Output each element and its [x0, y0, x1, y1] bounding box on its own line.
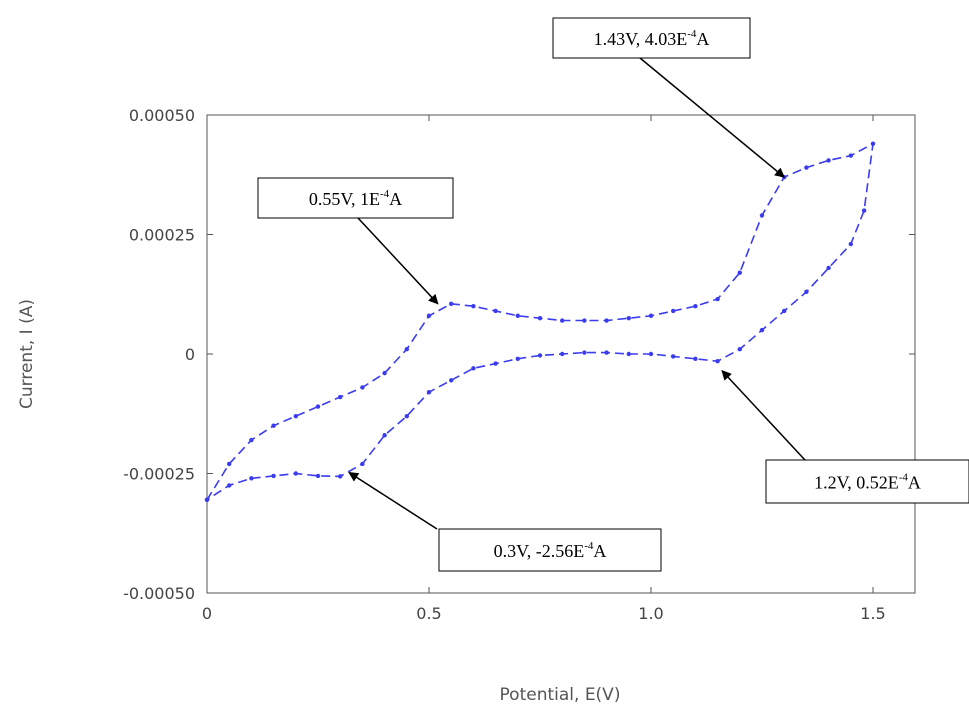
data-point: [449, 378, 454, 383]
data-point: [671, 354, 676, 359]
x-tick-label: 0.5: [416, 604, 441, 623]
data-point: [449, 301, 454, 307]
y-tick-label: 0: [185, 345, 195, 364]
series-line: [206, 142, 874, 501]
y-tick-label: 0.00025: [129, 226, 195, 245]
annotation-1: 1.43V, 4.03E-4A: [552, 17, 785, 178]
data-point: [382, 370, 387, 376]
annotation-arrow: [357, 217, 439, 305]
data-point: [715, 296, 720, 302]
annotation-arrow: [348, 471, 438, 530]
data-point: [861, 208, 867, 213]
annotation-box: [765, 459, 969, 504]
data-point: [737, 347, 742, 352]
data-point: [537, 315, 543, 321]
annotation-3: 1.2V, 0.52E-4A: [721, 369, 969, 504]
data-point: [404, 413, 409, 419]
data-point: [693, 304, 698, 309]
y-tick-label: -0.00050: [123, 584, 195, 603]
data-series: [204, 141, 876, 502]
annotation-label: 0.3V, -2.56E-4A: [494, 540, 607, 561]
annotation-arrow: [721, 369, 806, 461]
data-point: [315, 404, 321, 409]
data-point: [360, 385, 365, 390]
data-point: [382, 433, 387, 438]
axis-ticks: 0 0.5 1.0 1.5 0.00050 0.00025 0 -0.00025 -0.0005…: [123, 106, 915, 623]
annotation-box: [438, 528, 662, 572]
data-point: [249, 437, 254, 443]
data-point: [626, 315, 631, 321]
data-point: [293, 471, 298, 476]
data-point: [537, 353, 543, 358]
data-point: [515, 356, 520, 361]
annotation-label: 1.43V, 4.03E-4A: [594, 28, 710, 49]
data-point: [271, 473, 276, 479]
data-point: [782, 308, 787, 314]
data-point: [759, 327, 765, 333]
data-point: [271, 423, 276, 428]
data-point: [560, 318, 565, 323]
data-point: [737, 270, 742, 275]
data-point: [604, 318, 609, 323]
annotation-box: [552, 17, 751, 59]
annotation-label: 1.2V, 0.52E-4A: [814, 472, 921, 493]
x-axis-title: Potential, E(V): [500, 685, 621, 705]
data-point: [293, 413, 298, 419]
data-point: [493, 308, 498, 314]
data-point: [604, 350, 609, 355]
y-axis-title: Current, I (A): [17, 299, 37, 409]
data-point: [338, 474, 343, 479]
data-point: [471, 304, 476, 309]
data-point: [360, 461, 365, 467]
data-point: [671, 308, 676, 314]
data-point: [804, 289, 809, 295]
annotation-2: 0.55V, 1E-4A: [257, 177, 454, 305]
data-point: [826, 265, 831, 271]
data-point: [582, 350, 587, 355]
data-point: [715, 358, 720, 364]
annotation-4: 0.3V, -2.56E-4A: [348, 471, 662, 572]
data-point: [648, 313, 654, 318]
data-point: [204, 497, 210, 502]
data-point: [338, 394, 343, 400]
data-point: [404, 347, 409, 352]
annotations: 1.43V, 4.03E-4A 0.55V, 1E-4A 1.2V, 0.52E-4…: [257, 17, 969, 572]
data-point: [870, 141, 876, 146]
y-tick-label: 0.00050: [129, 106, 195, 125]
data-point: [227, 483, 232, 488]
x-tick-label: 0: [202, 604, 212, 623]
data-point: [560, 351, 565, 357]
annotation-label: 0.55V, 1E-4A: [309, 188, 402, 209]
data-point: [315, 473, 321, 479]
data-point: [426, 390, 432, 395]
data-point: [848, 153, 853, 158]
data-point: [227, 461, 232, 467]
data-point: [626, 351, 631, 357]
x-tick-label: 1.0: [638, 604, 663, 623]
data-point: [648, 351, 654, 357]
data-point: [759, 213, 765, 218]
data-point: [515, 313, 520, 318]
y-tick-label: -0.00025: [123, 465, 195, 484]
annotation-box: [257, 177, 454, 219]
x-tick-label: 1.5: [860, 604, 885, 623]
data-point: [471, 366, 476, 371]
data-point: [582, 318, 587, 323]
data-point: [693, 356, 698, 361]
data-point: [848, 241, 853, 247]
data-point: [493, 361, 498, 366]
annotation-arrow: [639, 57, 785, 178]
data-point: [804, 165, 809, 170]
data-point: [426, 313, 432, 318]
data-point: [249, 476, 254, 481]
data-point: [826, 158, 831, 163]
